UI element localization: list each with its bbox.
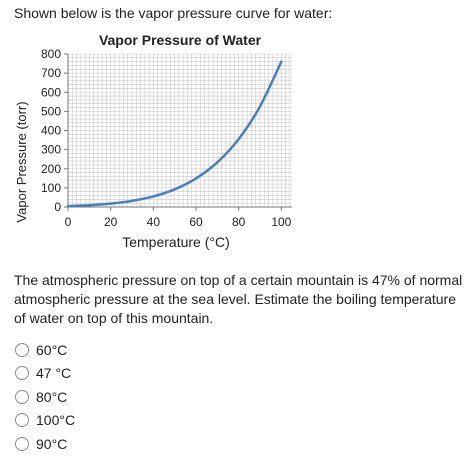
chart-svg: Vapor Pressure of Water 0100200300400500…: [14, 32, 292, 250]
x-tick-label: 20: [104, 215, 118, 229]
y-tick-label: 600: [41, 85, 61, 99]
option-label: 80°C: [36, 388, 68, 405]
y-tick-label: 500: [41, 104, 61, 118]
y-tick-label: 400: [41, 124, 61, 138]
option-100c[interactable]: 100°C: [15, 409, 75, 433]
x-axis-label: Temperature (°C): [122, 234, 230, 250]
x-tick-label: 100: [271, 215, 291, 229]
question-text: The atmospheric pressure on top of a cer…: [14, 272, 463, 326]
radio-button[interactable]: [15, 413, 29, 428]
x-tick-label: 40: [147, 215, 161, 229]
x-tick-label: 80: [232, 215, 246, 229]
y-tick-label: 100: [41, 181, 61, 195]
option-label: 90°C: [36, 435, 68, 452]
y-tick-label: 300: [41, 143, 61, 157]
radio-button[interactable]: [15, 342, 29, 357]
radio-button[interactable]: [15, 366, 29, 381]
option-47c[interactable]: 47 °C: [15, 362, 75, 386]
option-label: 60°C: [36, 341, 68, 358]
option-90c[interactable]: 90°C: [15, 432, 75, 456]
y-axis-label: Vapor Pressure (torr): [14, 101, 29, 222]
y-tick-label: 200: [41, 162, 61, 176]
x-tick-label: 0: [65, 215, 72, 229]
radio-button[interactable]: [15, 436, 29, 451]
radio-button[interactable]: [15, 389, 29, 404]
option-label: 47 °C: [36, 365, 72, 382]
intro-text: Shown below is the vapor pressure curve …: [14, 5, 333, 21]
x-tick-label: 60: [189, 215, 203, 229]
chart-series: [66, 60, 283, 208]
y-tick-label: 800: [41, 47, 61, 61]
option-60c[interactable]: 60°C: [15, 338, 75, 362]
y-tick-label: 0: [54, 200, 61, 214]
y-tick-label: 700: [41, 66, 61, 80]
chart-tick-labels: 0 100 200 300 400 500 600 700 800 0 20 40 60 80 100: [41, 47, 292, 229]
option-label: 100°C: [36, 412, 76, 429]
answer-options: 60°C 47 °C 80°C 100°C 90°C: [15, 338, 75, 456]
chart-grid: [67, 53, 292, 208]
option-80c[interactable]: 80°C: [15, 385, 75, 409]
vapor-pressure-chart: Vapor Pressure of Water 0 100 200 300 400 500…: [0, 26, 310, 258]
chart-title: Vapor Pressure of Water: [99, 32, 262, 48]
vapor-pressure-curve: [66, 60, 283, 208]
